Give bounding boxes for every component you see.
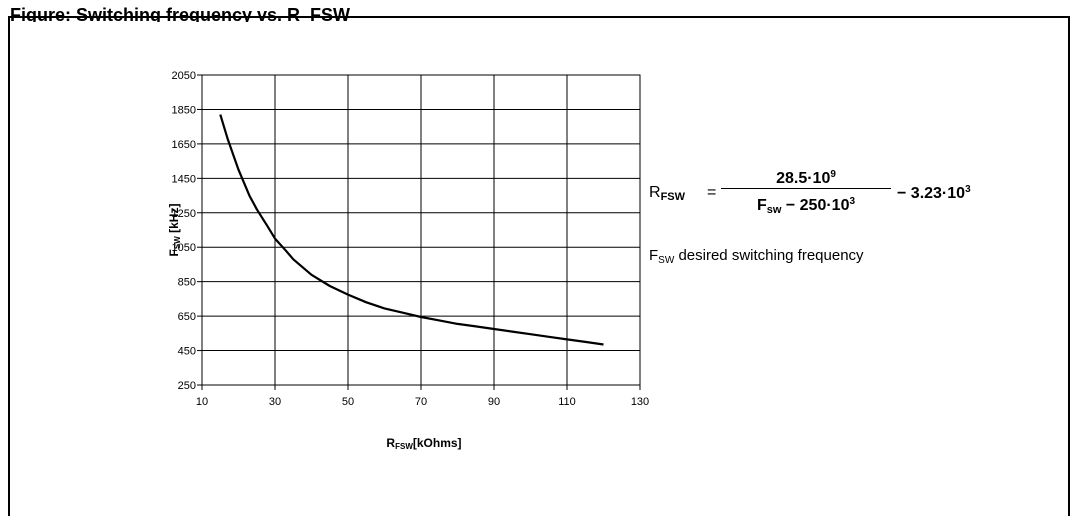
y-tick-label-5: 1250: [172, 208, 196, 220]
formula-lhs: RFSW: [649, 184, 686, 203]
x-tick-label-2: 50: [342, 396, 354, 408]
formula-fraction: 28.5·109 Fsw − 250·103: [721, 164, 891, 216]
y-tick-label-6: 1450: [172, 173, 196, 185]
fsw-note: FSW desired switching frequency: [649, 247, 864, 266]
y-tick-label-1: 450: [178, 346, 196, 358]
y-axis-title: FSW [kHz]: [167, 204, 182, 257]
x-tick-label-1: 30: [269, 396, 281, 408]
x-tick-label-5: 110: [558, 396, 576, 408]
y-tick-label-9: 2050: [172, 70, 196, 82]
x-axis-title: RFSW[kOhms]: [386, 436, 461, 451]
x-tick-label-4: 90: [488, 396, 500, 408]
x-tick-label-6: 130: [631, 396, 649, 408]
y-tick-label-3: 850: [178, 277, 196, 289]
chart-grid: [201, 74, 641, 386]
formula-numerator: 28.5·109: [776, 169, 836, 187]
y-tick-label-4: 1050: [172, 242, 196, 254]
series-layer: [219, 114, 604, 346]
x-tick-label-0: 10: [196, 396, 208, 408]
y-axis-ticks: 250 450 650 850 1050 1250 1450 1650 1850 2050: [172, 70, 202, 392]
series-line-0: [219, 114, 604, 346]
formula-equals: =: [707, 184, 717, 201]
x-tick-label-3: 70: [415, 396, 427, 408]
x-axis-ticks: 10 30 50 70 90 110 130: [196, 385, 649, 408]
figure-heading: Figure: Switching frequency vs. R_FSW: [10, 6, 351, 22]
fraction-bar: [721, 188, 891, 189]
formula-offset: − 3.23·103: [897, 184, 971, 202]
y-tick-label-2: 650: [178, 311, 196, 323]
figure-frame: Figure: Switching frequency vs. R_FSW: [8, 6, 1070, 516]
y-tick-label-7: 1650: [172, 139, 196, 151]
formula-denominator: Fsw − 250·103: [756, 196, 856, 216]
y-tick-label-8: 1850: [172, 104, 196, 116]
y-tick-label-0: 250: [178, 380, 196, 392]
